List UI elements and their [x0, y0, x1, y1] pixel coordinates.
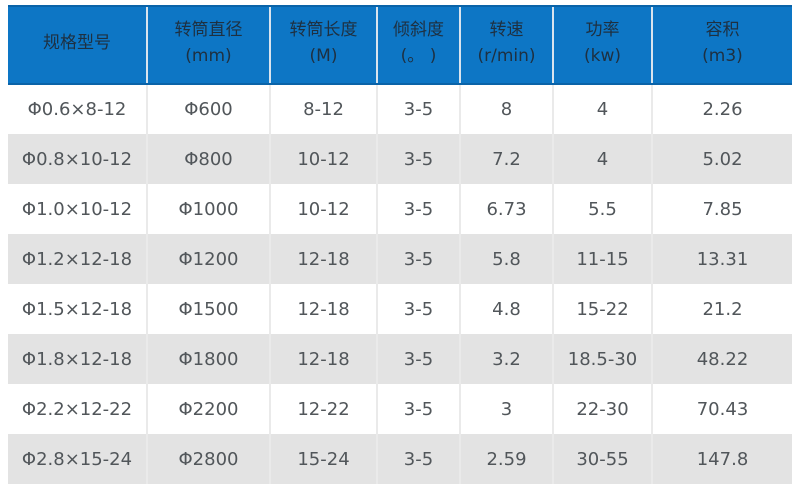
- column-header: 容积 (m3): [651, 5, 792, 85]
- column-label: 规格型号: [43, 33, 111, 53]
- column-label: 转筒直径: [174, 20, 243, 40]
- table-cell: 12-18: [269, 334, 377, 384]
- table-cell: 3: [459, 384, 553, 434]
- table-cell: 12-18: [269, 234, 377, 284]
- table-cell: 147.8: [651, 434, 792, 484]
- table-cell: Φ800: [146, 134, 270, 184]
- table-row: Φ1.0×10-12 Φ1000 10-12 3-5 6.73 5.5 7.85: [8, 184, 792, 234]
- table-cell: 6.73: [459, 184, 553, 234]
- column-header: 倾斜度 (。 ): [376, 5, 460, 85]
- table-cell: 3-5: [376, 384, 460, 434]
- table-row: Φ2.2×12-22 Φ2200 12-22 3-5 3 22-30 70.43: [8, 384, 792, 434]
- column-unit: (mm): [185, 46, 232, 66]
- table-cell: Φ1000: [146, 184, 270, 234]
- table-cell: 15-22: [552, 284, 652, 334]
- table-cell: 22-30: [552, 384, 652, 434]
- table-cell: Φ0.6×8-12: [8, 84, 147, 134]
- table-cell: Φ1.8×12-18: [8, 334, 147, 384]
- table-cell: 48.22: [651, 334, 792, 384]
- column-label: 功率: [585, 20, 620, 40]
- table-cell: 8-12: [269, 84, 377, 134]
- table-cell: 5.5: [552, 184, 652, 234]
- table-cell: 8: [459, 84, 553, 134]
- table-cell: 15-24: [269, 434, 377, 484]
- column-unit: (。 ): [400, 46, 437, 66]
- table-body: Φ0.6×8-12 Φ600 8-12 3-5 8 4 2.26 Φ0.8×10-12 Φ800…: [8, 84, 792, 484]
- table-cell: 3-5: [376, 284, 460, 334]
- column-header: 规格型号: [8, 5, 147, 85]
- table-cell: 3.2: [459, 334, 553, 384]
- column-unit: (m3): [702, 46, 743, 66]
- column-label: 容积: [705, 20, 740, 40]
- table-cell: Φ2.8×15-24: [8, 434, 147, 484]
- table-cell: 3-5: [376, 434, 460, 484]
- table-cell: 10-12: [269, 134, 377, 184]
- header-row: 规格型号 转筒直径 (mm) 转筒长度 (M) 倾斜度 (。 ) 转速 (r/min) 功率 (kw…: [8, 5, 792, 85]
- table-cell: Φ1500: [146, 284, 270, 334]
- column-unit: (r/min): [477, 46, 536, 66]
- table-row: Φ1.5×12-18 Φ1500 12-18 3-5 4.8 15-22 21.2: [8, 284, 792, 334]
- column-header: 功率 (kw): [552, 5, 652, 85]
- specification-table: 规格型号 转筒直径 (mm) 转筒长度 (M) 倾斜度 (。 ) 转速 (r/min) 功率 (kw…: [8, 5, 792, 484]
- table-cell: 11-15: [552, 234, 652, 284]
- column-header: 转速 (r/min): [459, 5, 553, 85]
- table-cell: 10-12: [269, 184, 377, 234]
- table-row: Φ0.6×8-12 Φ600 8-12 3-5 8 4 2.26: [8, 84, 792, 134]
- table-cell: 13.31: [651, 234, 792, 284]
- table-cell: 3-5: [376, 84, 460, 134]
- table-cell: 7.2: [459, 134, 553, 184]
- column-label: 转筒长度: [289, 20, 358, 40]
- table-cell: 3-5: [376, 334, 460, 384]
- table-cell: Φ2200: [146, 384, 270, 434]
- column-label: 倾斜度: [393, 20, 444, 40]
- table-row: Φ2.8×15-24 Φ2800 15-24 3-5 2.59 30-55 147.8: [8, 434, 792, 484]
- table-cell: Φ1.5×12-18: [8, 284, 147, 334]
- table-cell: 4.8: [459, 284, 553, 334]
- table-row: Φ0.8×10-12 Φ800 10-12 3-5 7.2 4 5.02: [8, 134, 792, 184]
- column-unit: (M): [309, 46, 338, 66]
- table-cell: 12-18: [269, 284, 377, 334]
- table-cell: 3-5: [376, 134, 460, 184]
- table-cell: 5.8: [459, 234, 553, 284]
- table-cell: 4: [552, 134, 652, 184]
- table-row: Φ1.8×12-18 Φ1800 12-18 3-5 3.2 18.5-30 48.22: [8, 334, 792, 384]
- table-cell: Φ2.2×12-22: [8, 384, 147, 434]
- table-cell: 2.26: [651, 84, 792, 134]
- table-row: Φ1.2×12-18 Φ1200 12-18 3-5 5.8 11-15 13.31: [8, 234, 792, 284]
- table-cell: Φ600: [146, 84, 270, 134]
- table-cell: 5.02: [651, 134, 792, 184]
- table-cell: 3-5: [376, 234, 460, 284]
- table-cell: Φ1.2×12-18: [8, 234, 147, 284]
- column-header: 转筒直径 (mm): [146, 5, 270, 85]
- table-cell: 12-22: [269, 384, 377, 434]
- column-label: 转速: [489, 20, 524, 40]
- table-cell: Φ2800: [146, 434, 270, 484]
- table-cell: Φ0.8×10-12: [8, 134, 147, 184]
- table-cell: 30-55: [552, 434, 652, 484]
- column-header: 转筒长度 (M): [269, 5, 377, 85]
- table-cell: 7.85: [651, 184, 792, 234]
- table-cell: 21.2: [651, 284, 792, 334]
- table-cell: Φ1.0×10-12: [8, 184, 147, 234]
- column-unit: (kw): [583, 46, 621, 66]
- table-cell: 4: [552, 84, 652, 134]
- table-cell: 2.59: [459, 434, 553, 484]
- table-cell: 18.5-30: [552, 334, 652, 384]
- table-cell: Φ1800: [146, 334, 270, 384]
- table-cell: 3-5: [376, 184, 460, 234]
- table-cell: Φ1200: [146, 234, 270, 284]
- table-header: 规格型号 转筒直径 (mm) 转筒长度 (M) 倾斜度 (。 ) 转速 (r/min) 功率 (kw…: [8, 5, 792, 85]
- table-cell: 70.43: [651, 384, 792, 434]
